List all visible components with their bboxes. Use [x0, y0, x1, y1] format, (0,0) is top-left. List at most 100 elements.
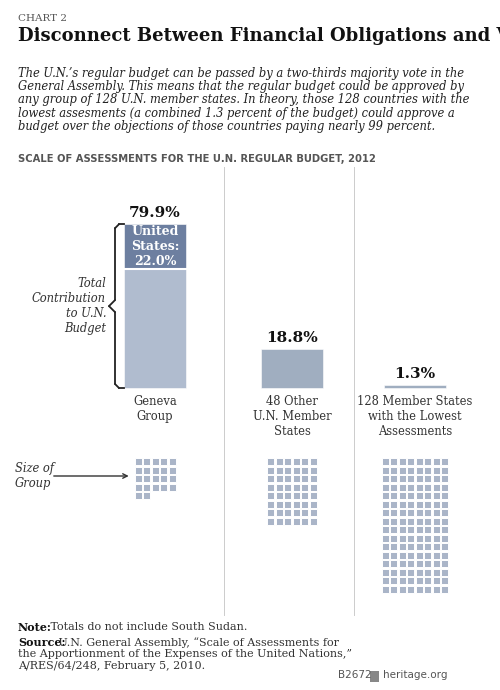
Bar: [416, 518, 423, 524]
Bar: [310, 466, 317, 473]
Text: 18.8%: 18.8%: [266, 331, 318, 346]
Bar: [152, 458, 158, 465]
Bar: [143, 492, 150, 499]
Bar: [382, 526, 389, 533]
Bar: [424, 466, 431, 473]
Bar: [442, 577, 448, 584]
Bar: [433, 569, 440, 575]
Bar: [399, 586, 406, 593]
Text: CHART 2: CHART 2: [18, 14, 67, 23]
Bar: [293, 492, 300, 499]
Bar: [407, 577, 414, 584]
Bar: [134, 466, 141, 473]
Bar: [433, 577, 440, 584]
Bar: [284, 466, 291, 473]
Bar: [293, 466, 300, 473]
Bar: [399, 560, 406, 567]
Bar: [390, 518, 397, 524]
Bar: [399, 484, 406, 491]
Bar: [416, 586, 423, 593]
Bar: [168, 484, 175, 491]
Bar: [382, 518, 389, 524]
Bar: [416, 577, 423, 584]
Bar: [424, 526, 431, 533]
Bar: [293, 458, 300, 465]
Bar: [442, 500, 448, 508]
Bar: [293, 484, 300, 491]
Text: U.N. General Assembly, “Scale of Assessments for: U.N. General Assembly, “Scale of Assessm…: [55, 637, 339, 648]
Bar: [267, 484, 274, 491]
Bar: [168, 475, 175, 482]
Bar: [143, 458, 150, 465]
Bar: [424, 586, 431, 593]
Bar: [416, 500, 423, 508]
Bar: [424, 492, 431, 499]
Bar: [267, 458, 274, 465]
Bar: [390, 535, 397, 542]
Bar: [424, 484, 431, 491]
Bar: [276, 484, 283, 491]
Bar: [424, 458, 431, 465]
Bar: [143, 484, 150, 491]
Bar: [424, 475, 431, 482]
Bar: [416, 492, 423, 499]
Bar: [442, 458, 448, 465]
Text: lowest assesments (a combined 1.3 percent of the budget) could approve a: lowest assesments (a combined 1.3 percen…: [18, 106, 455, 119]
Bar: [399, 526, 406, 533]
Bar: [407, 543, 414, 550]
Bar: [416, 551, 423, 558]
Bar: [301, 492, 308, 499]
Bar: [424, 543, 431, 550]
Text: 1.3%: 1.3%: [394, 367, 436, 382]
Text: 128 Member States
with the Lowest
Assessments: 128 Member States with the Lowest Assess…: [358, 395, 472, 438]
Bar: [301, 458, 308, 465]
Bar: [267, 492, 274, 499]
Bar: [399, 518, 406, 524]
Text: Size of
Group: Size of Group: [15, 462, 54, 490]
Bar: [399, 509, 406, 516]
Bar: [390, 569, 397, 575]
Bar: [416, 466, 423, 473]
Bar: [416, 458, 423, 465]
Bar: [416, 484, 423, 491]
Bar: [390, 500, 397, 508]
Bar: [407, 509, 414, 516]
Bar: [433, 466, 440, 473]
Bar: [310, 509, 317, 516]
Bar: [284, 500, 291, 508]
Bar: [134, 458, 141, 465]
Bar: [134, 475, 141, 482]
Bar: [442, 526, 448, 533]
Bar: [424, 535, 431, 542]
Text: any group of 128 U.N. member states. In theory, those 128 countries with the: any group of 128 U.N. member states. In …: [18, 93, 469, 106]
Bar: [143, 466, 150, 473]
Bar: [433, 484, 440, 491]
Bar: [310, 492, 317, 499]
Bar: [160, 484, 167, 491]
Bar: [382, 492, 389, 499]
Bar: [407, 458, 414, 465]
Bar: [407, 586, 414, 593]
Bar: [382, 500, 389, 508]
Bar: [442, 551, 448, 558]
Bar: [370, 671, 379, 682]
Bar: [442, 509, 448, 516]
Bar: [433, 518, 440, 524]
Text: Note:: Note:: [18, 622, 52, 633]
Bar: [390, 560, 397, 567]
Bar: [267, 500, 274, 508]
Bar: [433, 492, 440, 499]
Bar: [442, 475, 448, 482]
Bar: [143, 475, 150, 482]
Bar: [284, 475, 291, 482]
Bar: [433, 551, 440, 558]
Bar: [276, 518, 283, 524]
Bar: [407, 466, 414, 473]
Bar: [382, 551, 389, 558]
Bar: [267, 466, 274, 473]
Bar: [267, 475, 274, 482]
Bar: [284, 518, 291, 524]
Bar: [152, 466, 158, 473]
Bar: [424, 551, 431, 558]
Bar: [407, 518, 414, 524]
